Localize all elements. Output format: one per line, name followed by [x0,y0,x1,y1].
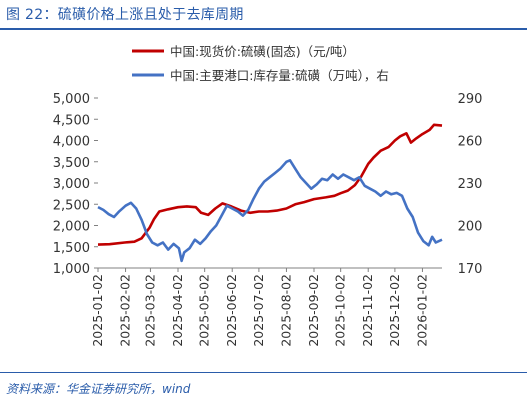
right-y-tick-label: 230 [458,177,483,192]
x-tick-label: 2025-02-02 [118,274,133,347]
line-chart: 中国:现货价:硫磺(固态)（元/吨） 中国:主要港口:库存量:硫磺（万吨），右 … [53,44,483,347]
figure-title: 图 22：硫磺价格上涨且处于去库周期 [6,7,244,23]
x-tick-label: 2025-09-02 [306,274,321,347]
legend-label-inventory: 中国:主要港口:库存量:硫磺（万吨），右 [170,68,389,83]
left-y-tick-label: 4,500 [53,113,90,128]
source-divider [0,372,527,373]
x-tick-label: 2025-11-02 [360,274,375,347]
chart-legend: 中国:现货价:硫磺(固态)（元/吨） 中国:主要港口:库存量:硫磺（万吨），右 [132,44,389,83]
legend-label-price: 中国:现货价:硫磺(固态)（元/吨） [170,44,355,59]
title-divider [0,28,527,30]
series-line-price [97,123,443,246]
left-y-tick-label: 1,000 [53,262,90,277]
x-tick-label: 2025-06-02 [224,274,239,347]
left-y-tick-label: 2,000 [53,220,90,235]
x-tick-label: 2025-07-02 [251,274,266,347]
right-y-tick-label: 260 [458,135,483,150]
left-y-tick-label: 4,000 [53,135,90,150]
right-y-tick-label: 170 [458,262,483,277]
series-line-inventory [97,159,443,263]
x-tick-label: 2025-10-02 [333,274,348,347]
chart-series [97,123,443,263]
x-tick-label: 2025-01-02 [90,274,105,347]
chart-axes: 1,000 1,500 2,000 2,500 3,000 3,500 4,000 4,500… [53,92,483,347]
left-y-tick-label: 1,500 [53,241,90,256]
left-y-tick-label: 5,000 [53,92,90,107]
x-tick-label: 2025-03-02 [142,274,157,347]
right-y-tick-label: 290 [458,92,483,107]
figure-source: 资料来源：华金证券研究所，wind [6,382,191,396]
x-tick-label: 2025-05-02 [197,274,212,347]
x-tick-label: 2026-01-02 [414,274,429,347]
left-y-tick-label: 2,500 [53,198,90,213]
right-y-tick-label: 200 [458,220,483,235]
left-y-tick-label: 3,500 [53,156,90,171]
x-tick-label: 2025-04-02 [170,274,185,347]
left-y-tick-label: 3,000 [53,177,90,192]
x-tick-label: 2025-12-02 [387,274,402,347]
x-tick-label: 2025-08-02 [278,274,293,347]
